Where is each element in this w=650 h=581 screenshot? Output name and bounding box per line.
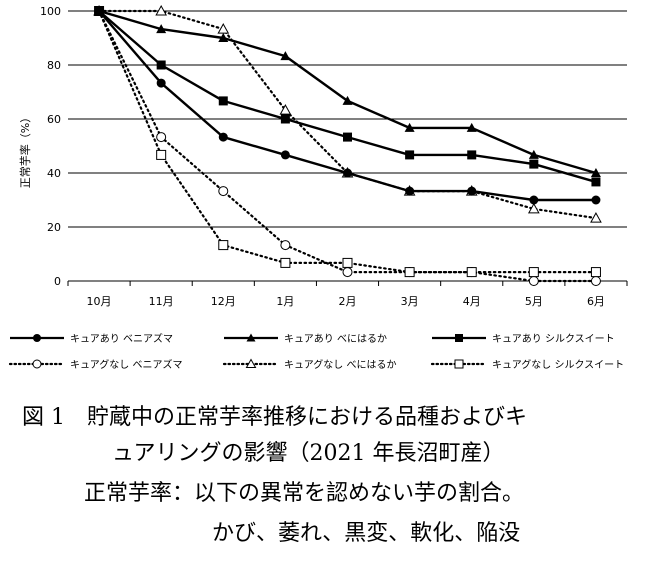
data-point-triangle bbox=[590, 212, 602, 223]
data-point-square bbox=[405, 150, 415, 160]
legend-item-nocure-beniazuma: キュアグなし ベニアズマ bbox=[8, 356, 182, 371]
data-point-triangle bbox=[155, 4, 168, 16]
data-point-circle bbox=[343, 168, 352, 178]
data-point-square bbox=[466, 267, 477, 278]
x-tick-label: 2月 bbox=[339, 295, 357, 308]
chart-legend: キュアあり ベニアズマ キュアあり べにはるか キュアあり シルクスイート キュ… bbox=[0, 326, 650, 376]
legend-item-cure-beniazuma: キュアあり ベニアズマ bbox=[8, 330, 173, 345]
series-5 bbox=[93, 4, 602, 223]
legend-item-nocure-silksweet: キュアグなし シルクスイート bbox=[430, 356, 624, 371]
data-point-circle bbox=[591, 195, 601, 205]
x-tick-label: 4月 bbox=[463, 295, 481, 308]
data-point-triangle bbox=[466, 122, 477, 132]
series-4 bbox=[94, 6, 601, 286]
tick-labels: 0 20 40 60 80 100 10月 11月 12月 1月 2月 3月 4月 5月 6月 bbox=[40, 5, 605, 308]
y-tick-label: 100 bbox=[40, 5, 61, 18]
data-point-circle bbox=[218, 132, 228, 142]
axes bbox=[67, 280, 628, 286]
legend-label: キュアあり シルクスイート bbox=[492, 334, 615, 345]
legend-label: キュアあり べにはるか bbox=[284, 334, 387, 345]
legend-item-nocure-beniharuka: キュアグなし べにはるか bbox=[222, 356, 396, 371]
legend-swatch bbox=[432, 333, 486, 342]
y-tick-label: 40 bbox=[47, 167, 61, 180]
data-point-triangle bbox=[279, 104, 292, 115]
legend-label: キュアグなし シルクスイート bbox=[492, 360, 625, 371]
data-point-triangle bbox=[280, 51, 291, 61]
data-point-square bbox=[280, 257, 291, 268]
data-point-square bbox=[94, 6, 104, 16]
x-tick-label: 6月 bbox=[587, 295, 605, 308]
series-layer bbox=[93, 4, 602, 286]
data-point-circle bbox=[528, 276, 539, 286]
y-axis-label: 正常芋率（%） bbox=[18, 112, 32, 188]
caption-definition: 正常芋率：以下の異常を認めない芋の割合。 bbox=[84, 481, 525, 506]
data-point-triangle bbox=[218, 33, 229, 42]
series-3 bbox=[94, 6, 601, 187]
data-point-circle bbox=[218, 186, 229, 197]
legend-item-cure-silksweet: キュアあり シルクスイート bbox=[430, 330, 615, 345]
x-tick-label: 5月 bbox=[525, 295, 543, 308]
line-chart: 0 20 40 60 80 100 10月 11月 12月 1月 2月 3月 4月 5月 6月 正常芋率（%… bbox=[18, 4, 628, 308]
data-point-square bbox=[467, 150, 477, 160]
data-point-square bbox=[156, 149, 167, 160]
data-point-triangle bbox=[217, 23, 230, 34]
series-line bbox=[97, 9, 598, 283]
data-point-square bbox=[280, 114, 290, 124]
legend-label: キュアあり ベニアズマ bbox=[70, 334, 173, 345]
series-line bbox=[97, 9, 598, 274]
legend-swatch bbox=[8, 359, 66, 368]
legend-swatch bbox=[224, 333, 278, 341]
y-tick-label: 60 bbox=[47, 113, 61, 126]
legend-label: キュアグなし ベニアズマ bbox=[70, 360, 183, 371]
data-point-circle bbox=[342, 267, 353, 278]
data-point-square bbox=[591, 177, 601, 187]
data-point-square bbox=[342, 257, 353, 268]
y-tick-label: 20 bbox=[47, 221, 61, 234]
series-line bbox=[97, 9, 598, 220]
data-point-triangle bbox=[528, 149, 539, 159]
data-point-circle bbox=[405, 186, 415, 196]
data-point-circle bbox=[467, 186, 477, 196]
data-point-square bbox=[404, 267, 415, 278]
data-point-triangle bbox=[590, 168, 601, 177]
data-point-square bbox=[156, 60, 166, 70]
legend-swatch bbox=[10, 333, 64, 342]
series-1 bbox=[94, 6, 601, 205]
data-point-circle bbox=[590, 276, 601, 286]
x-tick-label: 12月 bbox=[211, 295, 236, 308]
data-point-circle bbox=[156, 132, 167, 143]
legend-label: キュアグなし べにはるか bbox=[284, 360, 397, 371]
y-tick-label: 0 bbox=[54, 275, 61, 288]
legend-swatch bbox=[222, 357, 280, 368]
data-point-square bbox=[590, 267, 601, 278]
data-point-square bbox=[218, 96, 228, 106]
data-point-triangle bbox=[342, 95, 353, 105]
data-point-square bbox=[343, 132, 352, 142]
data-point-triangle bbox=[156, 24, 167, 34]
series-line bbox=[98, 9, 597, 175]
caption-defects: かび、萎れ、黒変、軟化、陥没 bbox=[212, 521, 521, 546]
x-tick-label: 11月 bbox=[149, 295, 174, 308]
legend-item-cure-beniharuka: キュアあり べにはるか bbox=[222, 330, 387, 345]
data-point-square bbox=[528, 267, 539, 278]
data-point-square bbox=[218, 240, 229, 251]
data-point-square bbox=[529, 159, 539, 169]
x-tick-label: 1月 bbox=[276, 295, 294, 308]
data-point-circle bbox=[280, 240, 291, 251]
x-tick-label: 10月 bbox=[87, 295, 112, 308]
y-tick-label: 80 bbox=[47, 59, 61, 72]
data-point-triangle bbox=[527, 202, 540, 214]
legend-swatch bbox=[430, 359, 488, 368]
data-point-triangle bbox=[404, 122, 415, 132]
x-tick-label: 3月 bbox=[401, 295, 419, 308]
caption-title-line2: ュアリングの影響（2021 年長沼町産） bbox=[112, 441, 505, 466]
data-point-circle bbox=[156, 78, 166, 88]
data-point-circle bbox=[280, 150, 290, 160]
data-point-circle bbox=[529, 195, 539, 205]
caption-title-line1: 図 1 貯蔵中の正常芋率推移における品種およびキ bbox=[22, 405, 527, 430]
